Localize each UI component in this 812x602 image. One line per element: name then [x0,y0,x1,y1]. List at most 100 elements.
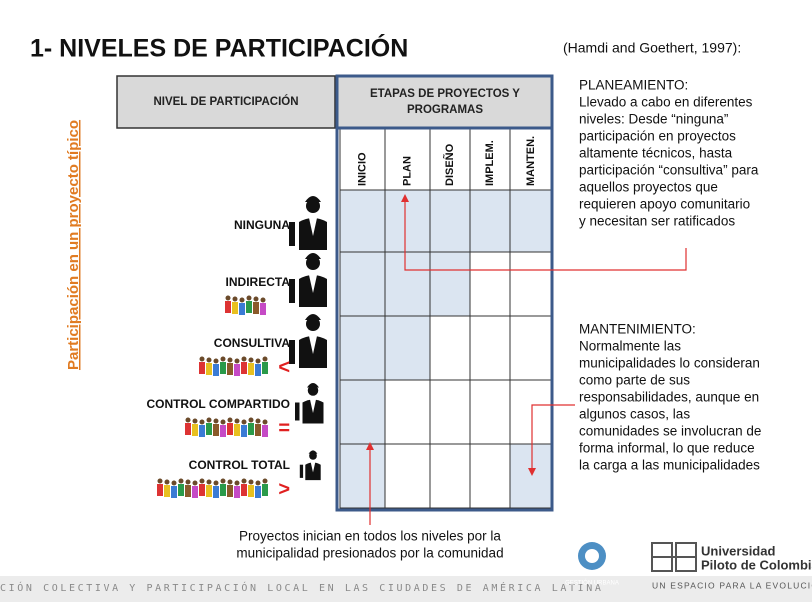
crowd-body [234,424,240,436]
crowd-head [248,357,254,363]
cell [384,315,431,381]
university-name: Universidad [701,543,775,558]
crowd-head [178,478,184,484]
cell [509,251,553,317]
crowd-head [199,478,205,484]
crowd-head [213,358,219,364]
crowd-head [234,480,240,486]
crowd-body [206,363,212,375]
worker-icon [289,314,327,368]
cell [339,443,386,509]
cell [384,443,431,509]
note: Proyectos inician en todos los niveles p… [239,529,501,544]
paragraph-line: aquellos proyectos que [579,180,718,195]
icon-shirt [309,275,317,293]
arrowheads [366,194,536,476]
icon-head [307,385,319,396]
crowd-body [185,485,191,497]
icon-head [309,452,317,460]
crowd-head [185,417,191,423]
cell [469,443,511,509]
crowd-body [213,364,219,376]
icon-helmet [305,314,321,320]
crowd-body [260,303,266,315]
level-symbol: < [278,356,290,378]
crowd-body [227,423,233,435]
crowd-head [227,479,233,485]
icon-arm [289,222,295,246]
crowd-body [199,425,205,437]
level-header-box [116,75,336,129]
crowd-body [199,484,205,496]
cell [509,189,553,253]
crowd-head [206,357,212,363]
cell [469,189,511,253]
level-header: NIVEL DE PARTICIPACIÓN [153,95,298,108]
crowd-head [220,419,226,425]
icon-helmet [305,196,321,202]
crowd-body [225,301,231,313]
crowd-head [232,296,238,302]
cell [339,315,386,381]
cell [429,251,471,317]
arrow [404,200,687,271]
crowd-head [227,357,233,363]
arrowhead [401,194,409,202]
paragraph-line: como parte de sus [579,373,690,388]
logo-text: GESTIÓN URBANA [565,580,619,587]
level-symbol: > [278,478,290,500]
cell [469,315,511,381]
crowd-head [241,419,247,425]
crowd-body [192,486,198,498]
crowd-body [185,423,191,435]
crowd-body [220,484,226,496]
paragraph-line: la carga a las municipalidades [579,458,760,473]
crowd-body [262,362,268,374]
stage-label: MANTEN. [525,136,537,186]
cell [469,379,511,445]
stage-label: INICIO [356,152,368,186]
crowd-head [241,356,247,362]
crowd-head [199,356,205,362]
crowd-body [164,485,170,497]
crowd-body [253,302,259,314]
cell [429,379,471,445]
crowd-head [185,479,191,485]
icon-arm [299,464,304,478]
paragraph-line: requieren apoyo comunitario [579,197,750,212]
crowd-head [164,479,170,485]
cell [429,315,471,381]
worker-icon [289,253,327,307]
paragraph-line: forma informal, lo que reduce [579,441,755,456]
arrowhead [528,468,536,476]
stage-label: DISEÑO [443,143,456,186]
icon-head [306,317,320,331]
paragraphs: Llevado a cabo en diferentes niveles: Des… [579,95,761,473]
crowd-body [213,486,219,498]
cell [384,251,431,317]
crowd-head [262,419,268,425]
level-label: CONTROL COMPARTIDO [146,397,290,411]
cell [339,251,386,317]
crowd-head [220,478,226,484]
paragraph-line: y necesitan ser ratificados [579,214,735,229]
crowd-head [246,295,252,301]
crowd-body [178,484,184,496]
level-label: NINGUNA [234,218,290,232]
crowd-head [206,479,212,485]
crowd-head [255,358,261,364]
paragraph-line: participación en proyectos [579,129,736,144]
cell [429,443,471,509]
crowd-body [248,423,254,435]
paragraph-line: comunidades se involucran de [579,424,761,439]
level-label: CONTROL TOTAL [189,458,290,472]
cell [384,379,431,445]
icon-shirt [310,399,316,413]
crowd-head [213,418,219,424]
motto: UN ESPACIO PARA LA EVOLUCIÓN [652,580,812,590]
arrow [531,404,575,470]
cell [469,251,511,317]
crowd-body [234,486,240,498]
logo-circle-inner [585,549,599,563]
